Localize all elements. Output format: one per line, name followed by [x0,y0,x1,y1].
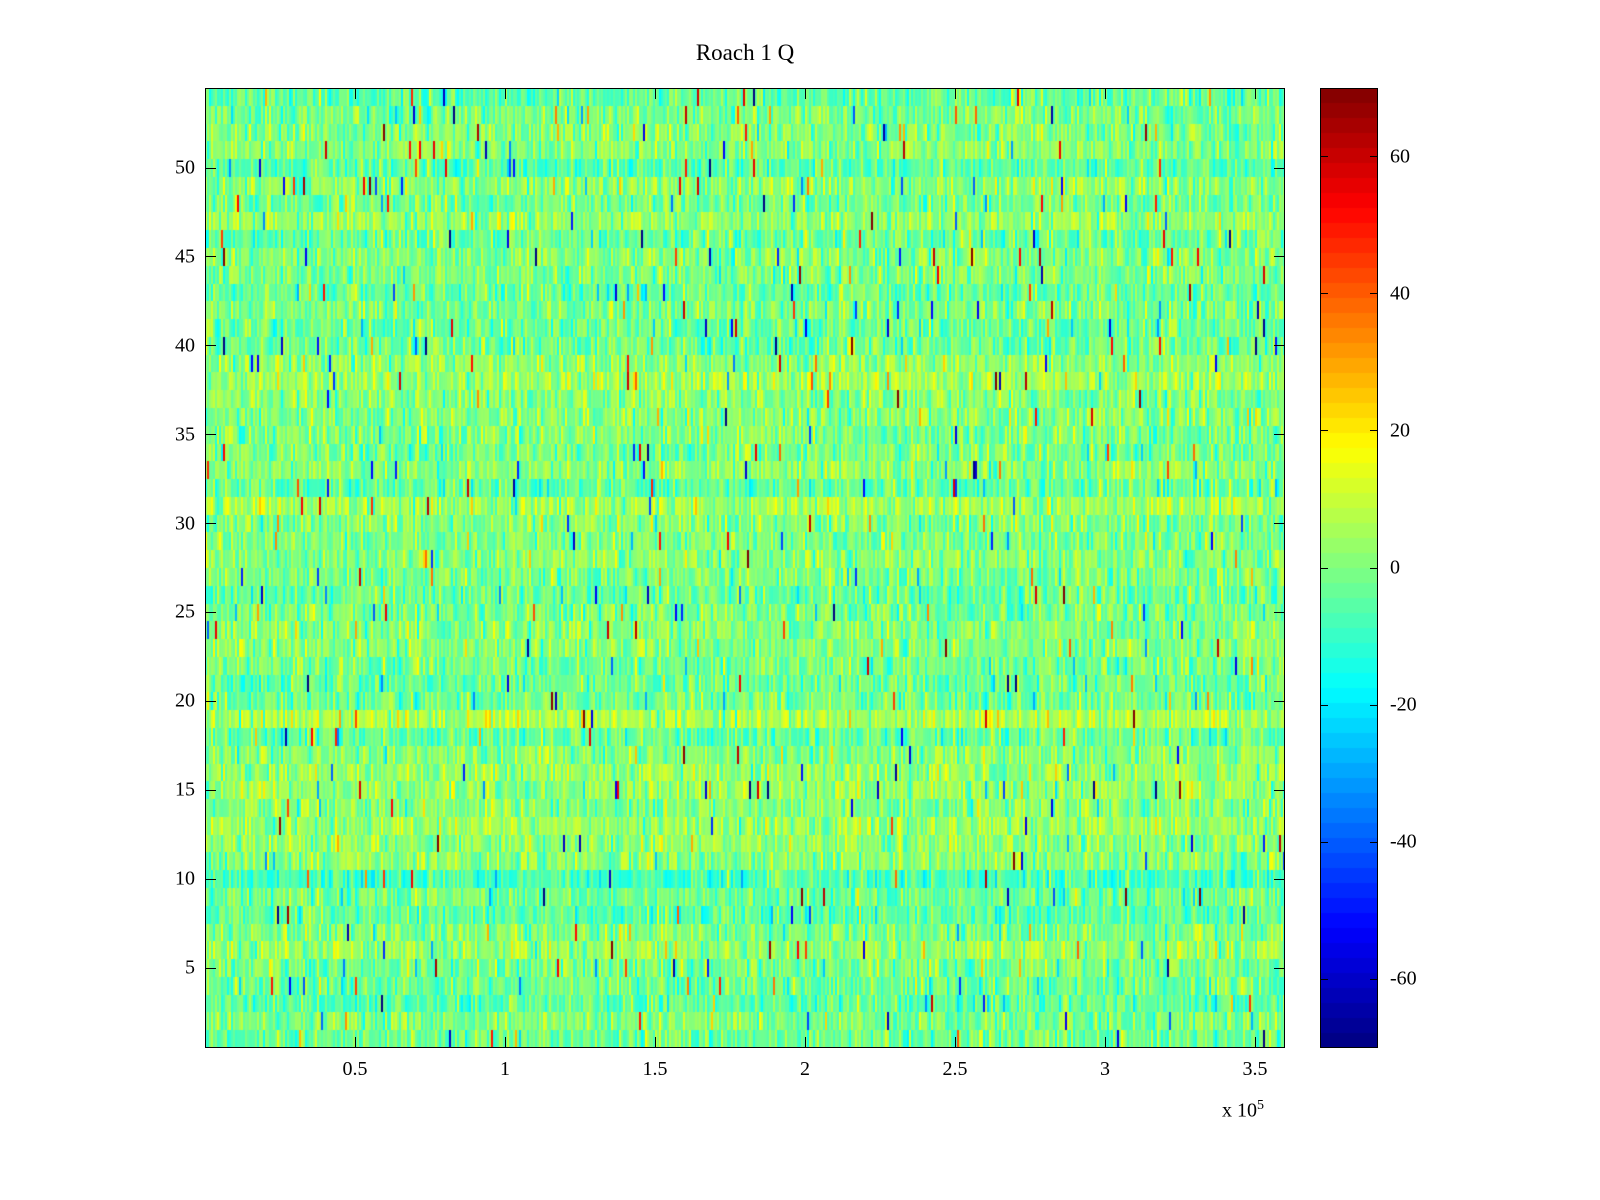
y-tick-label: 50 [175,156,195,179]
y-tick-label: 5 [185,956,195,979]
x-tick-label: 1 [500,1058,510,1080]
colorbar-tick-label: 0 [1390,556,1400,579]
x-tick-label: 3.5 [1242,1058,1268,1080]
y-tick-label: 35 [175,423,195,446]
colorbar [1320,88,1378,1048]
chart-title: Roach 1 Q [695,40,795,65]
colorbar-tick-label: -60 [1390,967,1417,990]
x-tick-label: 2.5 [942,1058,968,1080]
x-tick-label: 0.5 [342,1058,368,1080]
y-tick-label: 45 [175,245,195,268]
x-scale-prefix: x 10 [1222,1099,1257,1122]
x-tick-label: 2 [800,1058,810,1080]
colorbar-gradient [1320,88,1378,1048]
colorbar-tick-label: 60 [1390,145,1410,168]
heatmap-image [205,88,1285,1048]
colorbar-tick-label: 20 [1390,419,1410,442]
y-tick-label: 25 [175,600,195,623]
y-tick-label: 40 [175,334,195,357]
plot-area [205,88,1285,1048]
y-tick-label: 20 [175,689,195,712]
y-tick-label: 15 [175,778,195,801]
y-tick-label: 10 [175,867,195,890]
colorbar-tick-label: 40 [1390,282,1410,305]
x-tick-label: 1.5 [642,1058,668,1080]
x-scale-exponent: 5 [1257,1098,1264,1113]
x-axis-scale-label: x 105 [1222,1098,1264,1123]
colorbar-tick-label: -40 [1390,830,1417,853]
y-tick-label: 30 [175,512,195,535]
colorbar-tick-label: -20 [1390,693,1417,716]
x-tick-label: 3 [1100,1058,1110,1080]
